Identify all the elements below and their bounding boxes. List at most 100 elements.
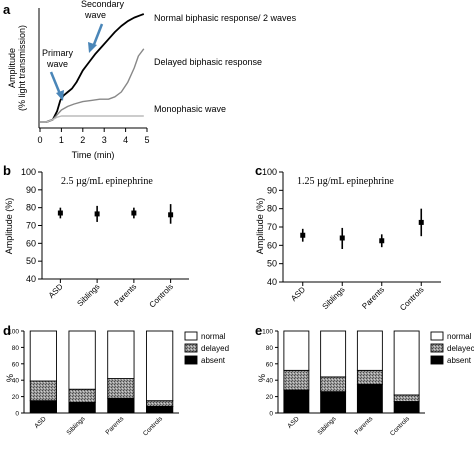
primary-wave-label-line1: Primary — [42, 48, 73, 58]
category-label: ASD — [33, 415, 48, 430]
category-label: ASD — [286, 415, 301, 430]
legend-swatch-delayed — [184, 343, 198, 353]
y-tick-label: 80 — [12, 345, 20, 352]
panel-a-series-labels: Normal biphasic response/ 2 waves Delayed… — [154, 13, 297, 114]
y-tick-label: 60 — [266, 361, 274, 368]
series-line-0 — [40, 13, 145, 123]
mean-point — [300, 232, 306, 238]
y-tick-label: 40 — [12, 378, 20, 385]
panel-e: e % 0 20 40 60 80 100 ASD Siblings Parents Contro… — [255, 323, 474, 438]
mean-point — [418, 219, 424, 225]
panel-b-condition: 2.5 µg/mL epinephrine — [61, 176, 153, 187]
panel-d: d % 0 20 40 60 80 100 ASD Siblings Parents Contro… — [3, 323, 229, 438]
bar-delayec — [356, 369, 383, 385]
mean-point — [94, 211, 100, 217]
panel-b-y-label: Amplitude (%) — [4, 198, 14, 255]
panel-d-plot: 0 20 40 60 80 100 ASD Siblings Parents Controls no… — [8, 329, 229, 438]
legend-swatch-delayec — [430, 343, 444, 353]
y-tick-label: 100 — [262, 329, 273, 336]
x-tick-label: 3 — [102, 135, 107, 145]
legend-swatch-normal — [184, 331, 198, 341]
bar-delayed — [145, 400, 174, 407]
panel-d-y-label: % — [5, 374, 15, 382]
panel-a-lines — [40, 13, 145, 123]
y-tick-label: 40 — [267, 277, 277, 287]
series-label-0: Normal biphasic response/ 2 waves — [154, 13, 297, 23]
category-label: Siblings — [75, 282, 101, 308]
x-tick-label: 0 — [37, 135, 42, 145]
legend-swatch-absent — [184, 355, 198, 365]
x-tick-label: 2 — [80, 135, 85, 145]
y-tick-label: 0 — [15, 411, 19, 418]
y-tick-label: 80 — [267, 204, 277, 214]
panel-a-y-label-line2: (% light transmission) — [17, 25, 27, 111]
legend-label-absent: absent — [447, 356, 472, 365]
panel-c-condition: 1.25 µg/mL epinephrine — [297, 176, 394, 187]
bar-normal — [393, 330, 420, 396]
x-tick-label: 5 — [144, 135, 149, 145]
mean-point — [57, 210, 63, 216]
primary-wave-label-line2: wave — [46, 59, 68, 69]
panel-a-y-label-line1: Amplitude — [7, 48, 17, 88]
y-tick-label: 90 — [26, 185, 36, 195]
secondary-wave-label-line1: Secondary — [81, 0, 125, 9]
panel-b: b 2.5 µg/mL epinephrine Amplitude (%) 40… — [3, 163, 189, 309]
category-label: Parents — [112, 282, 138, 308]
y-tick-label: 100 — [262, 167, 277, 177]
bar-absent — [393, 401, 420, 414]
bar-absent — [29, 400, 58, 414]
y-tick-label: 90 — [267, 185, 277, 195]
y-tick-label: 100 — [21, 167, 36, 177]
category-label: Parents — [360, 285, 386, 311]
legend-label-normal: normal — [201, 332, 226, 341]
y-tick-label: 20 — [266, 394, 274, 401]
category-label: Controls — [148, 282, 175, 309]
bar-delayed — [29, 380, 58, 402]
y-tick-label: 40 — [266, 378, 274, 385]
primary-wave-arrow — [49, 71, 64, 101]
bar-normal — [107, 330, 135, 380]
panel-c-letter: c — [255, 163, 262, 178]
y-tick-label: 20 — [12, 394, 20, 401]
panel-b-letter: b — [3, 163, 11, 178]
bar-normal — [356, 330, 383, 371]
legend-label-normal: normal — [447, 332, 472, 341]
panel-a-x-label: Time (min) — [72, 150, 115, 160]
bar-delayec — [393, 394, 420, 402]
panel-c-plot: 40 50 60 70 80 90 100 ASD Siblings Parents Control… — [262, 167, 441, 312]
y-tick-label: 100 — [8, 329, 19, 336]
y-tick-label: 0 — [269, 411, 273, 418]
bar-normal — [29, 330, 58, 382]
secondary-wave-arrow — [88, 23, 104, 53]
bar-normal — [145, 330, 174, 402]
bar-absent — [283, 389, 310, 414]
legend-swatch-normal — [430, 331, 444, 341]
x-tick-label: 1 — [59, 135, 64, 145]
mean-point — [131, 210, 137, 216]
y-tick-label: 80 — [266, 345, 274, 352]
category-label: Controls — [142, 415, 165, 438]
category-label: ASD — [47, 282, 65, 300]
panel-b-plot: 40 50 60 70 80 90 100 ASD Siblings Parents Control… — [21, 167, 189, 309]
y-tick-label: 60 — [12, 361, 20, 368]
bar-delayec — [320, 376, 347, 393]
bar-delayed — [107, 378, 135, 399]
bar-normal — [320, 330, 347, 378]
bar-absent — [145, 405, 174, 414]
legend-label-delayed: delayed — [201, 344, 229, 353]
category-label: ASD — [289, 285, 307, 303]
panel-e-plot: 0 20 40 60 80 100 ASD Siblings Parents Controls no… — [262, 329, 474, 438]
series-label-2: Monophasic wave — [154, 104, 226, 114]
bar-absent — [356, 383, 383, 414]
secondary-wave-label-line2: wave — [84, 10, 106, 20]
bar-normal — [283, 330, 310, 371]
y-tick-label: 50 — [26, 256, 36, 266]
mean-point — [168, 212, 174, 218]
x-tick-label: 4 — [123, 135, 128, 145]
y-tick-label: 40 — [26, 274, 36, 284]
y-tick-label: 80 — [26, 203, 36, 213]
panel-e-letter: e — [255, 323, 262, 338]
panel-c: c 1.25 µg/mL epinephrine Amplitude (%) 4… — [255, 163, 441, 312]
y-tick-label: 70 — [267, 222, 277, 232]
